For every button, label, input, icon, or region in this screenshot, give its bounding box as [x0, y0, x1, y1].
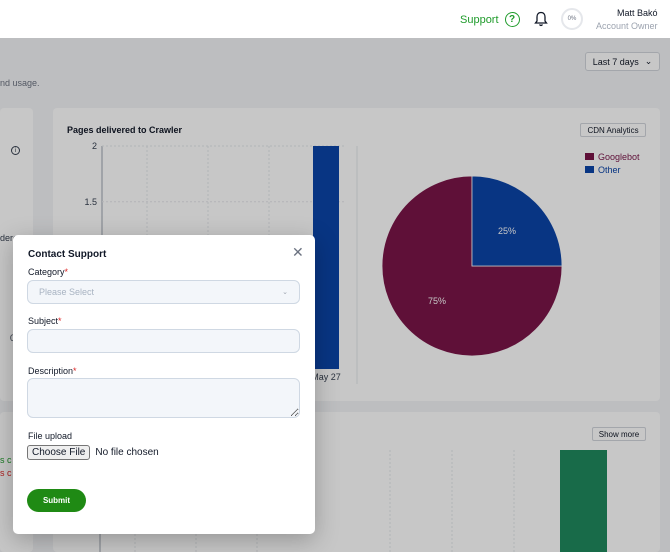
- cdn-analytics-button[interactable]: CDN Analytics: [580, 123, 646, 137]
- submit-button[interactable]: Submit: [27, 489, 86, 512]
- show-more-button[interactable]: Show more: [592, 427, 646, 441]
- top-header: Support ? 0% Matt Bakó Account Owner: [0, 0, 670, 38]
- category-label-text: Category: [28, 267, 65, 277]
- stats-label-fragment: dere: [0, 233, 19, 243]
- description-label-text: Description: [28, 366, 74, 376]
- support-label: Support: [460, 13, 499, 26]
- stats-value-fragment: 0: [10, 333, 15, 343]
- y-tick-label: 2: [92, 141, 97, 151]
- subject-label-text: Subject: [28, 316, 59, 326]
- question-circle-icon: ?: [504, 12, 520, 27]
- status-text-red: s c: [0, 468, 12, 478]
- no-file-text: No file chosen: [95, 447, 159, 458]
- info-icon[interactable]: i: [11, 146, 20, 155]
- legend-swatch: [585, 153, 594, 160]
- category-label: Category*: [28, 267, 68, 277]
- user-name[interactable]: Matt Bakó: [617, 8, 658, 18]
- date-range-value: Last 7 days: [592, 56, 639, 67]
- required-mark: *: [73, 366, 77, 376]
- subject-input[interactable]: [27, 329, 300, 353]
- progress-text: 0%: [567, 16, 577, 22]
- chevron-down-icon: ⌄: [644, 56, 653, 66]
- page-subtitle: nd usage.: [0, 78, 40, 88]
- required-mark: *: [64, 267, 69, 277]
- category-select[interactable]: Please Select ⌄: [27, 280, 300, 304]
- chevron-down-icon: ⌄: [282, 289, 288, 296]
- choose-file-button[interactable]: Choose File: [27, 445, 91, 460]
- file-upload-label: File upload: [28, 431, 73, 441]
- chart-title: Pages delivered to Crawler: [67, 125, 183, 135]
- legend-label: Other: [598, 164, 621, 175]
- subject-label: Subject*: [28, 316, 62, 326]
- legend-swatch: [585, 166, 594, 173]
- bar-mark[interactable]: [313, 146, 339, 369]
- user-role: Account Owner: [596, 21, 658, 31]
- legend-item-googlebot[interactable]: Googlebot: [585, 150, 640, 163]
- status-text-green: s c: [0, 455, 12, 465]
- close-icon[interactable]: ✕: [292, 244, 304, 260]
- required-mark: *: [58, 316, 62, 326]
- file-upload-control: Choose File No file chosen: [27, 445, 159, 460]
- description-textarea[interactable]: [27, 378, 300, 418]
- onboarding-progress-ring[interactable]: 0%: [561, 8, 583, 30]
- pie-slice-label: 75%: [428, 296, 446, 306]
- chart-legend: Googlebot Other: [585, 150, 640, 176]
- support-link[interactable]: Support ?: [460, 12, 520, 27]
- bell-icon[interactable]: [534, 11, 548, 27]
- pie-slice-label: 25%: [498, 226, 516, 236]
- description-label: Description*: [28, 366, 77, 376]
- modal-title: Contact Support: [28, 249, 107, 260]
- contact-support-modal: Contact Support ✕ Category* Please Selec…: [13, 235, 315, 534]
- legend-label: Googlebot: [598, 151, 640, 162]
- y-tick-label: 1.5: [84, 197, 97, 207]
- legend-item-other[interactable]: Other: [585, 163, 640, 176]
- date-range-dropdown[interactable]: Last 7 days ⌄: [585, 52, 660, 71]
- category-placeholder: Please Select: [39, 287, 95, 297]
- x-tick-label: May 27: [311, 372, 341, 382]
- pie-slice[interactable]: [471, 175, 563, 267]
- bottom-chart-bar: [560, 450, 607, 552]
